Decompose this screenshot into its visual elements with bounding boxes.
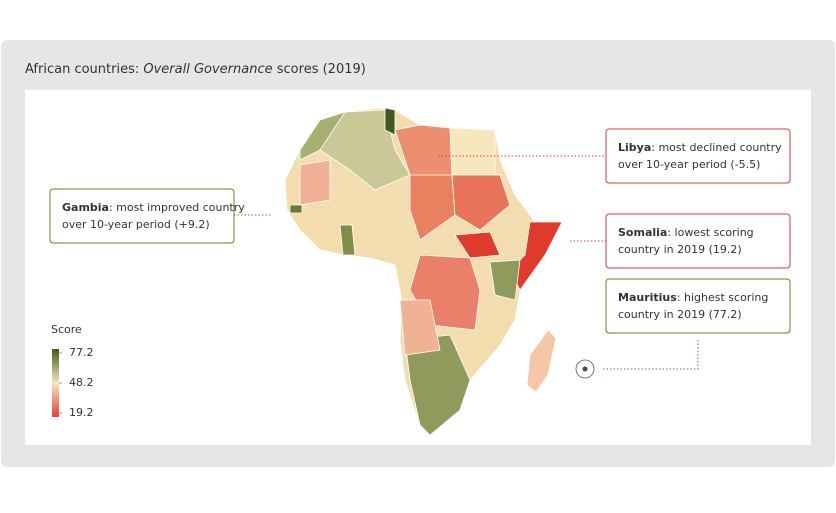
title-prefix: African countries: — [25, 62, 139, 77]
region — [409, 174, 456, 241]
callout-box — [605, 278, 791, 334]
callout-line: : highest scoring — [677, 291, 769, 304]
region — [399, 299, 441, 356]
leaders — [234, 155, 699, 370]
mauritius-marker — [575, 359, 595, 379]
callout-box — [605, 213, 791, 269]
callout-line: : most declined country — [651, 141, 782, 154]
callout-line: : most improved country — [109, 201, 245, 214]
region — [404, 334, 471, 436]
callout-box — [49, 188, 235, 244]
callout-name: Gambia — [62, 201, 109, 214]
callout-text: Libya: most declined country — [618, 141, 782, 154]
legend-tick-label: 77.2 — [69, 346, 94, 359]
title-suffix: scores (2019) — [277, 62, 366, 77]
africa-map — [284, 107, 563, 436]
legend-ticks: 77.2 48.2 19.2 — [59, 346, 94, 419]
region — [454, 231, 501, 259]
region — [339, 224, 356, 256]
region — [451, 174, 511, 231]
title-emphasis: Overall Governance — [143, 62, 272, 77]
region — [299, 159, 331, 206]
callout-line: over 10-year period (+9.2) — [62, 218, 210, 231]
leader — [603, 340, 699, 370]
callout-line: country in 2019 (19.2) — [618, 243, 742, 256]
callout-box — [605, 128, 791, 184]
callout-name: Somalia — [618, 226, 667, 239]
region — [289, 204, 303, 214]
legend-tick-label: 48.2 — [69, 376, 94, 389]
callout-line: : lowest scoring — [667, 226, 753, 239]
region — [489, 259, 521, 301]
legend-title: Score — [51, 323, 82, 336]
callout-line: over 10-year period (-5.5) — [618, 158, 760, 171]
region — [384, 107, 396, 136]
region — [509, 221, 563, 291]
region — [449, 127, 496, 176]
callout-name: Mauritius — [618, 291, 677, 304]
mauritius — [582, 366, 588, 372]
callout-text: Mauritius: highest scoring — [618, 291, 768, 304]
title: African countries: Overall Governance sc… — [25, 62, 366, 77]
callout-line: country in 2019 (77.2) — [618, 308, 742, 321]
callouts: Gambia: most improved country over 10-yea… — [49, 128, 791, 334]
callout-name: Libya — [618, 141, 651, 154]
madagascar — [526, 329, 557, 393]
legend-bar — [52, 349, 59, 417]
callout-text: Somalia: lowest scoring — [618, 226, 754, 239]
legend-tick-label: 19.2 — [69, 406, 94, 419]
callout-text: Gambia: most improved country — [62, 201, 245, 214]
